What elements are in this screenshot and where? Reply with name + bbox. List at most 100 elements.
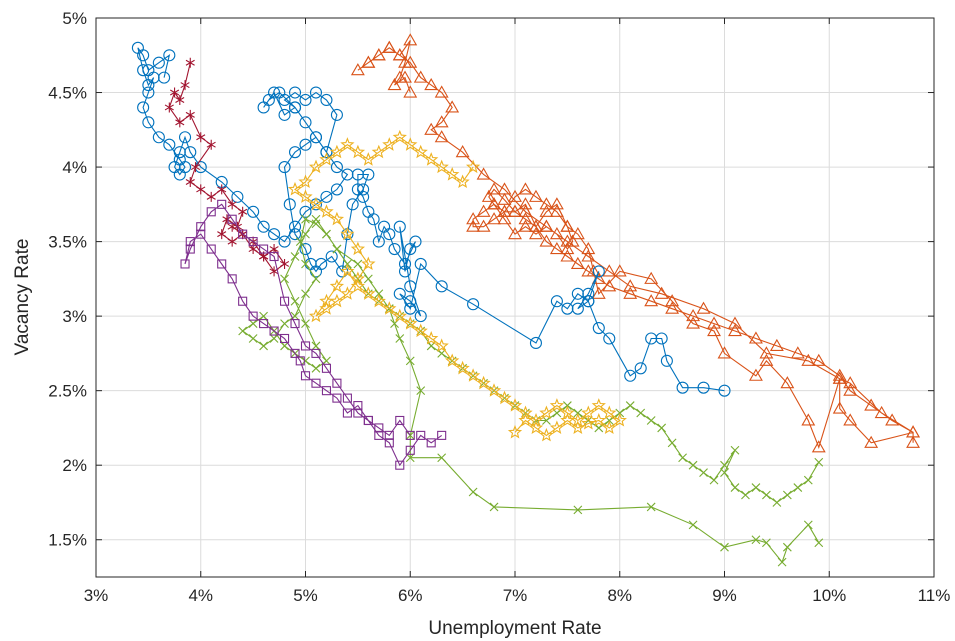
- data-point-circle: [529, 336, 543, 350]
- data-point-star: [361, 256, 376, 271]
- data-point-square: [259, 319, 269, 329]
- data-point-triangle: [832, 368, 847, 381]
- data-point-star: [539, 427, 554, 442]
- y-tick-label: 2%: [62, 456, 87, 475]
- data-point-cross: [562, 401, 572, 410]
- data-point-circle: [330, 161, 343, 174]
- data-point-cross: [730, 445, 740, 455]
- data-point-star: [340, 286, 355, 300]
- data-point-triangle: [686, 316, 701, 329]
- data-point-asterisk: [206, 191, 216, 202]
- data-point-asterisk: [206, 139, 216, 150]
- data-point-cross: [573, 408, 583, 418]
- data-point-cross: [720, 542, 729, 552]
- data-point-triangle: [518, 197, 533, 210]
- data-point-star: [602, 420, 617, 435]
- data-point-cross: [259, 341, 268, 351]
- data-point-square: [217, 259, 227, 269]
- data-point-cross: [803, 520, 813, 530]
- data-point-star: [549, 398, 565, 412]
- data-point-triangle: [424, 77, 439, 91]
- data-point-circle: [603, 332, 616, 345]
- y-tick-label: 3%: [62, 307, 87, 326]
- data-point-circle: [178, 131, 192, 144]
- data-point-triangle: [481, 189, 496, 202]
- data-point-square: [238, 296, 248, 306]
- data-point-star: [602, 405, 617, 420]
- data-point-triangle: [843, 383, 858, 396]
- data-point-star: [413, 144, 428, 159]
- data-point-square: [248, 237, 258, 247]
- data-point-star: [361, 152, 376, 166]
- data-point-square: [206, 244, 216, 254]
- data-point-triangle: [602, 279, 617, 292]
- data-point-cross: [332, 244, 342, 254]
- data-point-cross: [290, 252, 300, 261]
- data-point-star: [382, 301, 397, 315]
- data-point-triangle: [560, 219, 575, 232]
- data-point-triangle: [811, 440, 826, 453]
- data-point-circle: [624, 369, 637, 382]
- data-point-square: [426, 438, 436, 448]
- x-tick-label: 6%: [398, 586, 423, 605]
- data-point-square: [300, 341, 311, 351]
- data-point-cross: [646, 416, 656, 425]
- data-point-cross: [269, 334, 279, 343]
- data-point-triangle: [654, 286, 669, 299]
- y-tick-label: 4%: [62, 158, 87, 177]
- data-point-cross: [688, 520, 698, 530]
- data-point-square: [311, 378, 321, 388]
- data-point-circle: [309, 131, 323, 144]
- data-point-asterisk: [175, 94, 185, 105]
- data-point-triangle: [644, 271, 659, 284]
- data-point-star: [392, 129, 407, 144]
- data-point-circle: [404, 295, 417, 308]
- data-point-triangle: [832, 371, 847, 384]
- data-point-triangle: [549, 197, 564, 210]
- data-point-cross: [814, 538, 824, 548]
- data-point-cross: [657, 423, 667, 433]
- x-tick-label: 11%: [918, 586, 951, 605]
- data-point-square: [217, 199, 227, 209]
- x-ticks: 3% 4% 5% 6% 7% 8% 9% 10% 11%: [84, 18, 951, 605]
- data-point-star: [444, 167, 460, 181]
- data-point-triangle: [382, 40, 397, 53]
- data-point-circle: [550, 295, 563, 308]
- data-point-cross: [573, 505, 583, 515]
- data-point-triangle: [581, 249, 596, 262]
- data-point-circle: [278, 161, 291, 174]
- data-point-triangle: [549, 241, 564, 255]
- data-point-triangle: [466, 219, 481, 232]
- data-point-star: [371, 293, 386, 308]
- data-point-star: [570, 413, 586, 427]
- data-point-circle: [268, 228, 281, 241]
- data-point-cross: [688, 460, 698, 470]
- data-point-star: [319, 204, 334, 218]
- data-point-triangle: [371, 48, 386, 61]
- data-point-circle: [247, 205, 260, 218]
- data-point-triangle: [403, 33, 418, 46]
- data-point-triangle: [707, 323, 721, 337]
- data-point-cross: [301, 356, 310, 366]
- x-tick-label: 4%: [188, 586, 213, 605]
- data-point-asterisk: [180, 80, 190, 91]
- data-point-square: [374, 423, 384, 433]
- data-point-square: [300, 371, 311, 381]
- data-point-square: [395, 415, 405, 426]
- data-point-triangle: [529, 219, 543, 232]
- data-point-square: [295, 356, 305, 366]
- data-point-triangle: [665, 294, 680, 307]
- data-point-triangle: [801, 353, 816, 366]
- data-point-circle: [288, 86, 302, 99]
- data-point-triangle: [864, 398, 879, 411]
- data-point-cross: [248, 334, 258, 343]
- series-triangle: [350, 33, 920, 453]
- series-line: [184, 203, 443, 467]
- data-point-triangle: [424, 122, 439, 135]
- data-point-star: [329, 211, 345, 226]
- data-point-cross: [667, 438, 677, 448]
- series-square: [180, 199, 447, 470]
- data-point-star: [319, 301, 334, 315]
- data-point-star: [340, 137, 355, 151]
- series-layer: [131, 33, 920, 567]
